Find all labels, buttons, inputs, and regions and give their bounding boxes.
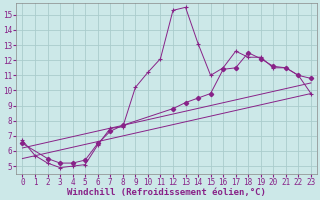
X-axis label: Windchill (Refroidissement éolien,°C): Windchill (Refroidissement éolien,°C): [67, 188, 266, 197]
